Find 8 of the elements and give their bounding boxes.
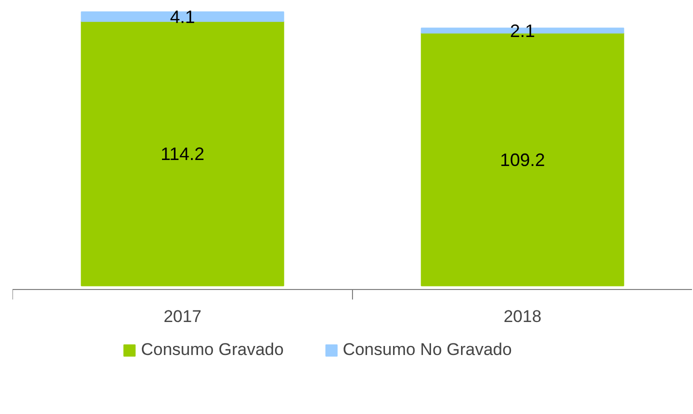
data-label: 4.1 xyxy=(170,7,196,28)
data-label: 109.2 xyxy=(500,150,546,170)
x-tick-label: 2018 xyxy=(504,306,542,326)
bar xyxy=(80,11,284,22)
legend-label: Consumo Gravado xyxy=(141,340,284,360)
legend-label: Consumo No Gravado xyxy=(342,340,512,360)
data-label: 114.2 xyxy=(160,144,204,164)
x-tick-label: 2017 xyxy=(164,306,202,326)
